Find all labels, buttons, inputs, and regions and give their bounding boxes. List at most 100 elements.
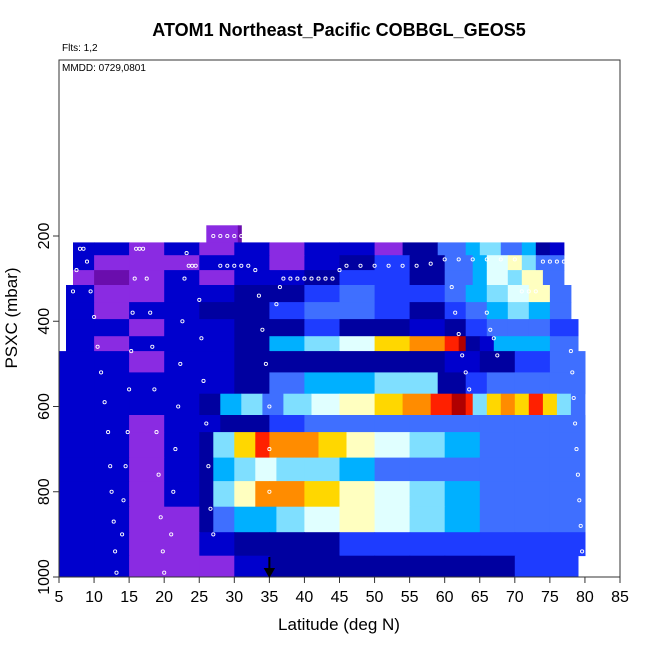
heatmap-cell [129,285,165,303]
heatmap-cell [164,270,200,286]
flight-track-point [442,257,447,262]
heatmap-cell [164,555,200,578]
flight-track-point [132,276,137,281]
flight-track [70,233,585,575]
flight-track-point [568,349,573,354]
heatmap-cell [199,532,235,557]
heatmap-cell [129,532,165,557]
heatmap-cell [486,270,509,286]
heatmap-cell [164,372,200,395]
heatmap-cell [164,506,200,533]
heatmap-cell [444,432,481,459]
heatmap-cell [94,372,130,395]
x-tick-label: 20 [155,589,173,606]
heatmap-cell [220,393,242,416]
heatmap-cell [339,319,376,337]
heatmap-cell [374,506,411,533]
heatmap-cell [269,336,305,352]
heatmap-cell [304,285,340,303]
heatmap-cell [444,270,474,286]
flight-track-point [201,378,206,383]
heatmap-cell [444,415,481,433]
heatmap-cell [199,415,221,433]
heatmap-cell [94,393,130,416]
heatmap-cell [444,351,481,373]
heatmap-cells [59,225,586,578]
heatmap-cell [59,372,95,395]
heatmap-cell [549,242,565,256]
flight-track-point [467,387,472,392]
heatmap-cell [465,336,481,352]
heatmap-cell [318,432,347,459]
heatmap-cell [269,532,305,557]
heatmap-cell [129,302,165,320]
heatmap-cell [374,336,411,352]
heatmap-cell [402,242,439,256]
flight-track-point [111,519,116,524]
heatmap-cell [549,336,579,352]
flight-track-point [211,532,216,537]
heatmap-cell [451,393,467,416]
heatmap-cell [129,415,165,433]
x-tick-label: 10 [85,589,103,606]
heatmap-cell [472,270,488,286]
heatmap-cell [129,393,165,416]
heatmap-cell [255,432,270,459]
flight-track-point [81,246,86,251]
heatmap-cell [549,285,572,303]
heatmap-cell [269,285,305,303]
heatmap-cell [444,555,481,578]
heatmap-cell [234,506,256,533]
heatmap-cell [409,415,446,433]
flight-track-point [197,297,202,302]
heatmap-cell [514,372,551,395]
flight-track-point [70,289,76,294]
heatmap-cell [129,242,165,256]
heatmap-cell [199,255,235,271]
heatmap-cell [402,393,432,416]
x-tick-label: 55 [401,589,419,606]
flight-track-point [463,370,468,375]
heatmap-cell [486,372,516,395]
heatmap-cell [409,285,446,303]
flight-track-point [456,331,461,337]
heatmap-cell [479,532,516,557]
flight-track-point [184,251,189,256]
heatmap-cell [444,532,481,557]
heatmap-cell [269,270,305,286]
flight-track-point [158,515,163,520]
x-tick-label: 35 [260,589,278,606]
heatmap-cell [409,506,446,533]
heatmap-cell [479,457,516,482]
flight-track-point [114,570,119,575]
flight-track-point [274,302,279,307]
x-tick-label: 85 [611,589,629,606]
flight-track-point [470,257,475,262]
heatmap-cell [479,336,495,352]
heatmap-cell [129,372,165,395]
heatmap-cell [129,336,165,352]
heatmap-cell [472,393,488,416]
heatmap-cell [199,242,235,256]
heatmap-cell [437,242,467,256]
heatmap-cell [444,481,481,508]
heatmap-cell [339,457,376,482]
heatmap-cell [409,481,446,508]
heatmap-cell [339,372,376,395]
heatmap-cell [59,506,95,533]
heatmap-cell [549,432,586,459]
heatmap-cell [479,351,516,373]
heatmap-cell [549,457,586,482]
heatmap-cell [514,336,551,352]
flight-track-point [199,336,204,341]
heatmap-cell [507,270,523,286]
heatmap-cell [304,372,340,395]
heatmap-cell [199,506,214,533]
heatmap-cell [269,242,305,256]
flight-track-point [456,257,461,262]
flight-track-point [277,285,282,290]
heatmap-cell [479,432,516,459]
heatmap-cell [94,255,130,271]
heatmap-cell [94,270,130,286]
heatmap-cell [514,457,551,482]
